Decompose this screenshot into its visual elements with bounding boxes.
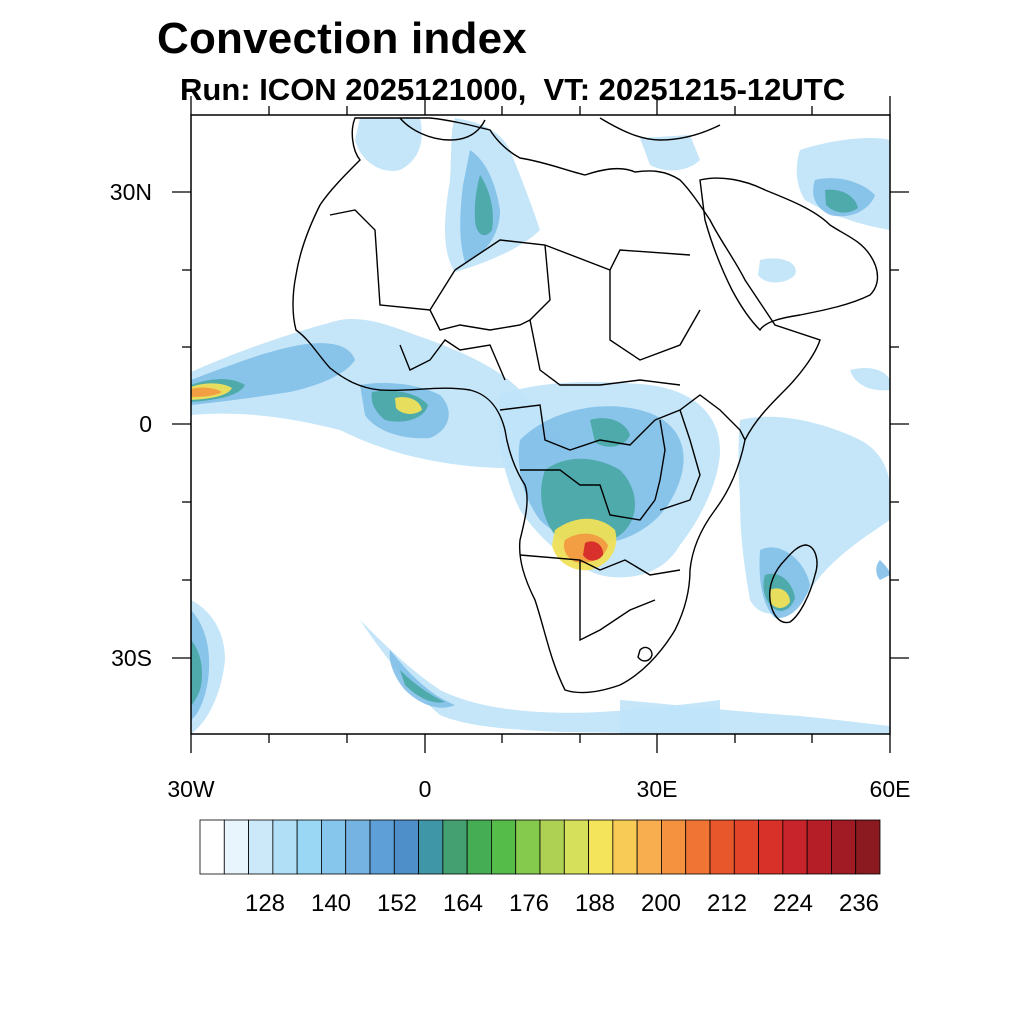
colorbar-label-212: 212 bbox=[706, 890, 748, 917]
border-southern-1 bbox=[519, 554, 681, 576]
colorbar-label-164: 164 bbox=[442, 890, 484, 917]
lat-label-30s: 30S bbox=[111, 645, 152, 671]
colorbar-box bbox=[199, 819, 225, 875]
colorbar-box bbox=[782, 819, 808, 875]
colorbar-label-176: 176 bbox=[508, 890, 550, 917]
colorbar-box bbox=[831, 819, 857, 875]
lat-label-0: 0 bbox=[139, 411, 152, 437]
colorbar-box bbox=[515, 819, 541, 875]
map-ticks bbox=[172, 96, 909, 753]
colorbar-label-236: 236 bbox=[838, 890, 880, 917]
colorbar-box bbox=[661, 819, 687, 875]
colorbar-label-224: 224 bbox=[772, 890, 814, 917]
colorbar-label-188: 188 bbox=[574, 890, 616, 917]
lon-label-60e: 60E bbox=[869, 776, 911, 802]
border-east-1 bbox=[654, 394, 746, 441]
border-west-africa bbox=[429, 309, 531, 331]
chart-title: Convection index bbox=[157, 14, 527, 63]
mediterranean-coast-east bbox=[599, 117, 721, 141]
colorbar-box bbox=[248, 819, 274, 875]
convection-red bbox=[583, 541, 604, 561]
colorbar-box bbox=[709, 819, 735, 875]
colorbar-box bbox=[296, 819, 322, 875]
lat-label-30n: 30N bbox=[109, 179, 152, 205]
chart-subtitle: Run: ICON 2025121000, VT: 20251215-12UTC bbox=[180, 72, 846, 107]
border-southern-2 bbox=[579, 560, 656, 642]
colorbar-box bbox=[758, 819, 784, 875]
colorbar-box bbox=[491, 819, 517, 875]
colorbar-box bbox=[272, 819, 298, 875]
border-central-1 bbox=[499, 404, 656, 451]
border-sahara-4 bbox=[609, 270, 701, 361]
convection-field bbox=[191, 118, 890, 734]
border-great-lakes bbox=[654, 419, 666, 501]
border-gulf-guinea bbox=[399, 339, 506, 381]
colorbar-box bbox=[345, 819, 371, 875]
colorbar-label-140: 140 bbox=[310, 890, 352, 917]
colorbar-box bbox=[393, 819, 419, 875]
colorbar-box bbox=[563, 819, 589, 875]
coastlines bbox=[292, 117, 879, 694]
colorbar-box bbox=[806, 819, 832, 875]
colorbar-label-200: 200 bbox=[640, 890, 682, 917]
colorbar-label-152: 152 bbox=[376, 890, 418, 917]
lesotho-outline bbox=[637, 646, 653, 662]
border-sahara-2 bbox=[454, 239, 691, 271]
colorbar-box bbox=[321, 819, 347, 875]
border-sahara-1 bbox=[329, 209, 456, 311]
colorbar-box bbox=[855, 819, 881, 875]
colorbar-box bbox=[588, 819, 614, 875]
arabia-coastline bbox=[699, 177, 879, 332]
colorbar-box bbox=[418, 819, 444, 875]
colorbar-box bbox=[539, 819, 565, 875]
colorbar-box bbox=[442, 819, 468, 875]
africa-coastline bbox=[292, 117, 821, 694]
colorbar-label-128: 128 bbox=[244, 890, 286, 917]
colorbar-box bbox=[369, 819, 395, 875]
colorbar bbox=[199, 819, 881, 875]
colorbar-box bbox=[685, 819, 711, 875]
colorbar-box bbox=[466, 819, 492, 875]
madagascar-coastline bbox=[768, 544, 818, 624]
colorbar-box bbox=[733, 819, 759, 875]
colorbar-box bbox=[223, 819, 249, 875]
border-sahara-3 bbox=[529, 244, 681, 386]
lon-label-30e: 30E bbox=[636, 776, 678, 802]
mediterranean-coast bbox=[399, 117, 486, 141]
border-central-2 bbox=[520, 469, 656, 521]
lon-label-30w: 30W bbox=[167, 776, 215, 802]
colorbar-box bbox=[636, 819, 662, 875]
border-east-2 bbox=[659, 409, 701, 511]
lon-label-0: 0 bbox=[418, 776, 432, 802]
colorbar-box bbox=[612, 819, 638, 875]
